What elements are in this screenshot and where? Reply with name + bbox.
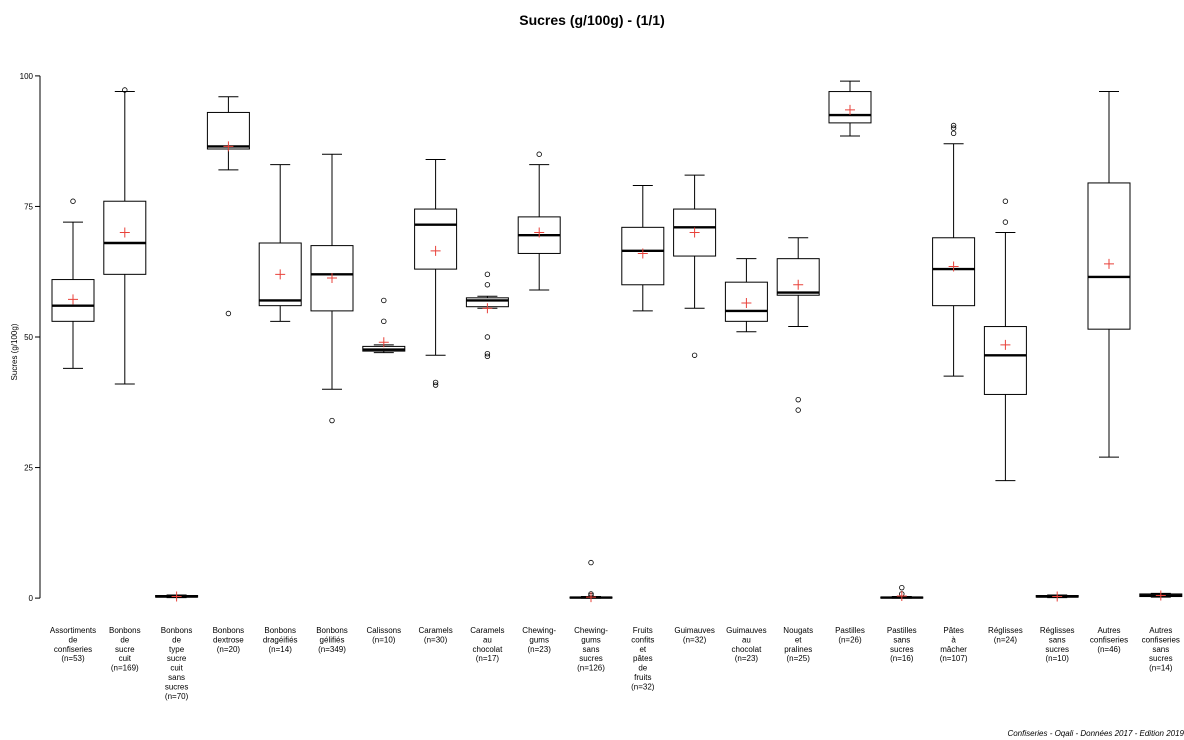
- category-label: Autres confiseries (n=46): [1090, 626, 1128, 654]
- box-18-mean-marker: [948, 261, 959, 272]
- box-19-outlier: [1002, 198, 1009, 204]
- box-9-outlier: [484, 351, 491, 357]
- box-7-outlier: [381, 297, 387, 304]
- category-label: Assortiments de confiseries (n=53): [50, 626, 96, 663]
- box-1-outlier: [70, 198, 76, 204]
- box-4-outlier: [225, 310, 232, 317]
- box-21-mean-marker: [1104, 258, 1114, 269]
- box-18-outlier: [950, 130, 957, 137]
- box-10-mean-marker: [534, 227, 545, 238]
- category-label: Pastilles (n=26): [835, 626, 865, 644]
- box-2-mean-marker: [119, 227, 130, 238]
- box-12-mean-marker: [637, 248, 648, 259]
- box-11-mean-marker: [586, 592, 596, 603]
- category-label: Calissons (n=10): [366, 626, 401, 644]
- box-18-outlier: [950, 125, 957, 131]
- box-19-mean-marker: [1000, 339, 1011, 350]
- category-label: Fruits confits et pâtes de fruits (n=32): [631, 626, 655, 691]
- category-label: Bonbons de type sucre cuit sans sucres (n=70): [161, 626, 193, 701]
- category-label: Réglisses sans sucres (n=10): [1040, 626, 1075, 663]
- y-tick-label: 25: [24, 464, 33, 473]
- box-19-outlier: [1002, 219, 1009, 225]
- box-2-outlier: [122, 87, 128, 93]
- box-18-iqr: [932, 237, 976, 307]
- box-8-iqr: [414, 208, 458, 270]
- category-label: Caramels (n=30): [418, 626, 452, 644]
- box-2-iqr: [103, 200, 147, 275]
- box-19-iqr: [983, 326, 1027, 395]
- box-3-mean-marker: [171, 591, 182, 602]
- category-label: Bonbons de sucre cuit (n=169): [109, 626, 141, 673]
- category-label: Pâtes à mâcher (n=107): [940, 626, 968, 663]
- category-label: Bonbons dextrose (n=20): [213, 626, 245, 654]
- y-axis-label: Sucres (g/100g): [10, 323, 19, 380]
- category-label: Chewing-gums sans sucres (n=126): [574, 626, 608, 673]
- box-7-mean-marker: [378, 337, 389, 348]
- box-20-mean-marker: [1052, 591, 1063, 602]
- box-11-outlier: [588, 559, 594, 566]
- box-16-mean-marker: [845, 104, 855, 115]
- box-7-outlier: [381, 318, 387, 325]
- category-label: Guimauves au chocolat (n=23): [726, 626, 766, 663]
- box-21-iqr: [1087, 182, 1131, 330]
- box-18-outlier: [950, 122, 957, 129]
- box-17-outlier: [899, 584, 905, 591]
- box-5-mean-marker: [275, 269, 286, 280]
- box-4-mean-marker: [223, 141, 234, 152]
- category-label: Pastilles sans sucres (n=16): [887, 626, 917, 663]
- box-22-mean-marker: [1155, 590, 1166, 601]
- box-10-outlier: [536, 151, 542, 157]
- box-15-mean-marker: [793, 279, 804, 290]
- box-13-mean-marker: [689, 227, 700, 238]
- category-label: Guimauves (n=32): [674, 626, 714, 644]
- box-14-mean-marker: [741, 298, 752, 309]
- source-caption: Confiseries - Oqali - Données 2017 - Edi…: [1007, 729, 1184, 738]
- box-1-mean-marker: [68, 294, 78, 305]
- y-tick-label: 50: [24, 333, 33, 342]
- y-tick-label: 100: [20, 72, 34, 81]
- category-label: Caramels au chocolat (n=17): [470, 626, 504, 663]
- box-8-outlier: [432, 382, 439, 388]
- box-9-outlier: [484, 282, 491, 288]
- y-tick-label: 75: [24, 202, 33, 211]
- category-label: Bonbons gélifiés (n=349): [316, 626, 348, 654]
- box-9-outlier: [484, 353, 491, 360]
- category-label: Chewing-gums (n=23): [522, 626, 556, 654]
- category-label: Autres confiseries sans sucres (n=14): [1142, 626, 1180, 673]
- box-6-outlier: [329, 417, 335, 424]
- box-9-outlier: [484, 334, 491, 340]
- chart-title: Sucres (g/100g) - (1/1): [519, 12, 665, 28]
- box-8-outlier: [432, 379, 439, 386]
- box-17-mean-marker: [896, 591, 907, 602]
- box-8-mean-marker: [430, 245, 441, 256]
- box-6-mean-marker: [327, 272, 337, 283]
- category-label: Réglisses (n=24): [988, 626, 1023, 644]
- category-label: Bonbons dragéifiés (n=14): [263, 626, 298, 654]
- y-tick-label: 0: [29, 594, 34, 603]
- box-13-outlier: [691, 352, 698, 358]
- box-15-outlier: [795, 407, 801, 413]
- box-15-outlier: [795, 396, 801, 403]
- box-9-mean-marker: [482, 303, 493, 314]
- category-label: Nougats et pralines (n=25): [783, 626, 813, 663]
- box-9-outlier: [484, 271, 491, 278]
